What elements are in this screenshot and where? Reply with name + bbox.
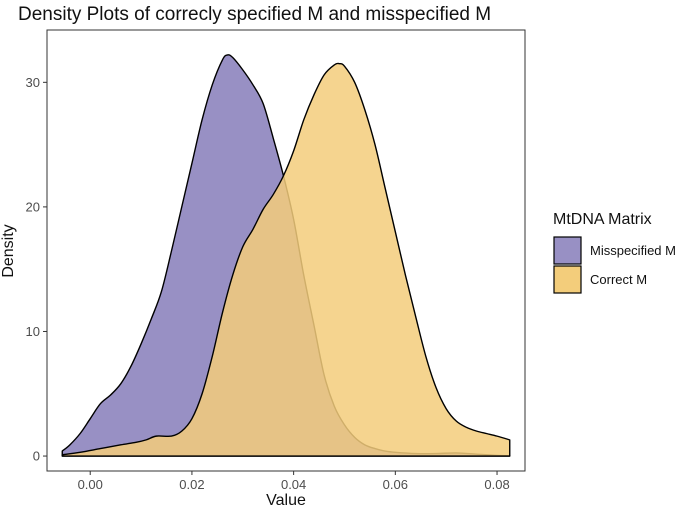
y-tick-label: 10: [26, 324, 40, 339]
x-tick-label: 0.00: [78, 477, 103, 492]
x-tick-label: 0.04: [281, 477, 306, 492]
legend-items: Misspecified M Correct M: [553, 236, 676, 294]
legend-label: Correct M: [590, 272, 647, 287]
y-tick-label: 20: [26, 199, 40, 214]
x-tick-label: 0.02: [179, 477, 204, 492]
x-axis: 0.00 0.02 0.04 0.06 0.08: [78, 471, 510, 492]
chart-title: Density Plots of correcly specified M an…: [18, 4, 491, 25]
legend-title: MtDNA Matrix: [553, 211, 652, 228]
legend-key: [553, 236, 582, 265]
y-tick-label: 0: [33, 449, 40, 464]
x-tick-label: 0.08: [484, 477, 509, 492]
y-tick-label: 30: [26, 75, 40, 90]
panel-border: [46, 29, 526, 472]
density-layer: [61, 54, 511, 457]
y-axis-title: Density: [0, 224, 17, 277]
density-area-correct-m: [61, 62, 511, 457]
legend: MtDNA Matrix Misspecified M Correct M: [553, 211, 676, 294]
x-tick-label: 0.06: [383, 477, 408, 492]
legend-label: Misspecified M: [590, 243, 676, 258]
x-axis-title: Value: [266, 492, 306, 509]
plot-area: [46, 29, 526, 472]
legend-key: [553, 265, 582, 294]
y-axis: 0 10 20 30: [26, 75, 47, 464]
